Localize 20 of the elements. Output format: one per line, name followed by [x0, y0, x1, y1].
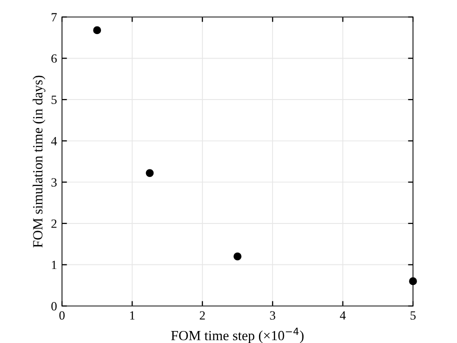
x-axis-title: FOM time step (×10$^{−4}$) [171, 328, 304, 343]
y-tick-label: 4 [51, 136, 57, 146]
y-tick-label: 3 [51, 178, 57, 187]
y-tick-label: 6 [51, 54, 57, 63]
x-tick-label: 0 [59, 311, 65, 320]
x-tick-label: 2 [200, 311, 205, 320]
y-tick-label: 5 [52, 96, 57, 104]
point [234, 252, 242, 260]
x-tick-label: 3 [270, 311, 276, 320]
y-tick-label: 1 [52, 260, 56, 270]
y-tick-label: 7 [52, 13, 57, 22]
x-tick-label: 1 [130, 311, 135, 320]
y-tick-label: 2 [51, 219, 56, 228]
point [93, 26, 102, 34]
y-tick-label: 0 [51, 302, 57, 310]
x-tick-label: 5 [410, 311, 416, 320]
point [409, 277, 417, 286]
point [146, 169, 154, 178]
x-tick-label: 4 [340, 311, 346, 320]
y-axis-title: FOM simulation time (in days) [32, 76, 46, 248]
